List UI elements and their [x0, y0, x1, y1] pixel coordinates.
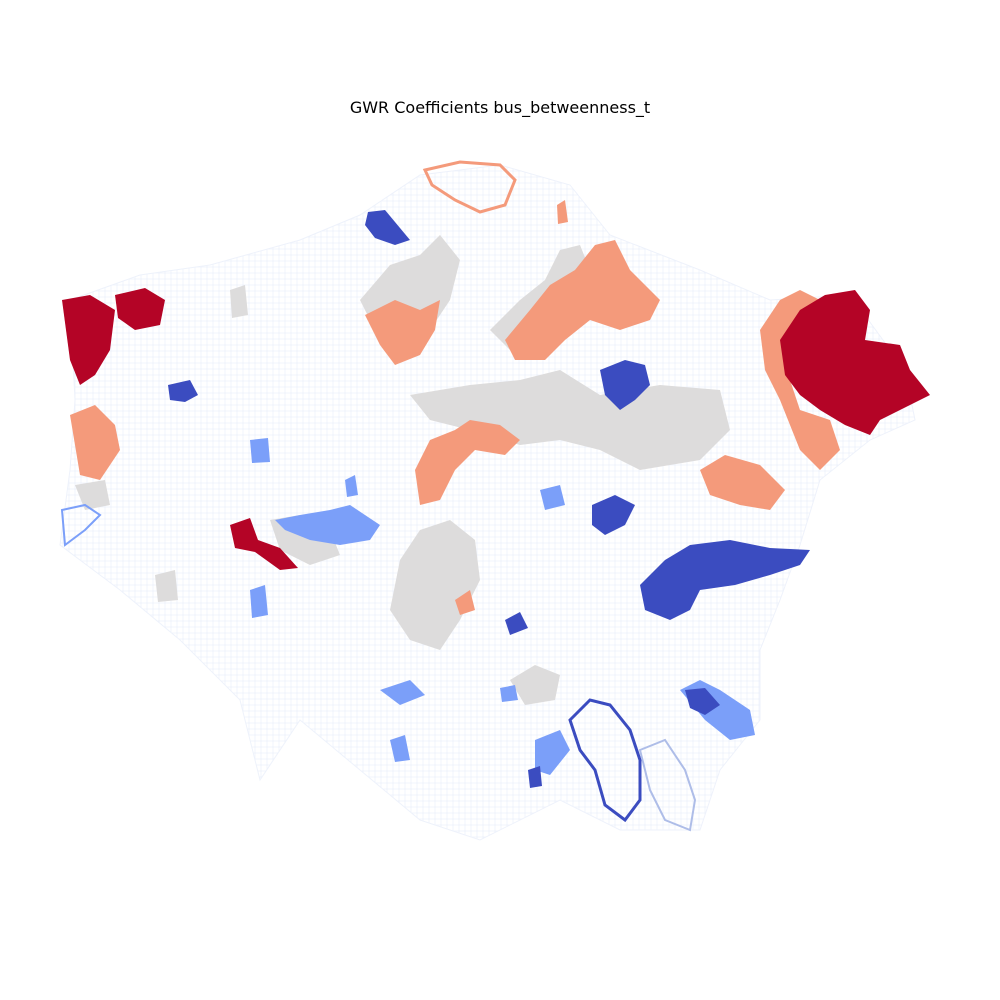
positive-region-north — [365, 300, 440, 365]
strong-negative-region-south-small — [528, 766, 542, 788]
positive-region-central — [415, 420, 520, 505]
negative-region-central-east — [540, 485, 565, 510]
positive-region-north-east — [505, 240, 660, 360]
weak-negative-region-south — [638, 738, 697, 832]
strong-positive-region-north-west — [62, 295, 115, 385]
strong-negative-region-north-east — [600, 360, 650, 410]
strong-positive-region-west — [230, 518, 298, 570]
strong-negative-region-east — [640, 540, 810, 620]
strong-negative-region-south — [568, 698, 642, 823]
negative-region-west — [275, 505, 380, 545]
neutral-region-south — [510, 665, 560, 705]
negative-region-south-3 — [535, 730, 570, 775]
negative-region-far-west — [60, 503, 102, 547]
negative-region-south-west — [250, 585, 268, 618]
strong-negative-region-south-east — [685, 688, 720, 715]
positive-region-north-top — [422, 160, 517, 214]
negative-region-south-1 — [380, 680, 425, 705]
positive-region-east — [760, 290, 840, 470]
strong-positive-region-east — [780, 290, 930, 435]
map-title: GWR Coefficients bus_betweenness_t — [349, 98, 651, 117]
strong-negative-region-central-south — [505, 612, 528, 635]
neutral-region-south-central — [390, 520, 480, 650]
base-network — [59, 164, 916, 841]
positive-region-north-small — [557, 200, 568, 224]
negative-region-north — [345, 475, 358, 497]
neutral-region-central — [410, 370, 730, 470]
negative-region-south-4 — [500, 685, 518, 702]
strong-negative-region-central-east — [592, 495, 635, 535]
positive-regions — [70, 160, 840, 615]
strong-positive-region-north-west-2 — [115, 288, 165, 330]
negative-region-south-2 — [390, 735, 410, 762]
strong-negative-region-west — [168, 380, 198, 402]
neutral-region-north-west — [230, 285, 248, 318]
strong-negative-regions — [168, 210, 810, 823]
negative-region-west-2 — [250, 438, 270, 463]
positive-region-south-east — [700, 455, 785, 510]
positive-region-south-central — [455, 590, 475, 615]
strong-negative-region-north — [365, 210, 410, 245]
positive-region-west — [70, 405, 120, 480]
strong-positive-regions — [62, 288, 930, 570]
neutral-region-south-west — [155, 570, 178, 602]
neutral-region-far-west — [75, 480, 110, 510]
